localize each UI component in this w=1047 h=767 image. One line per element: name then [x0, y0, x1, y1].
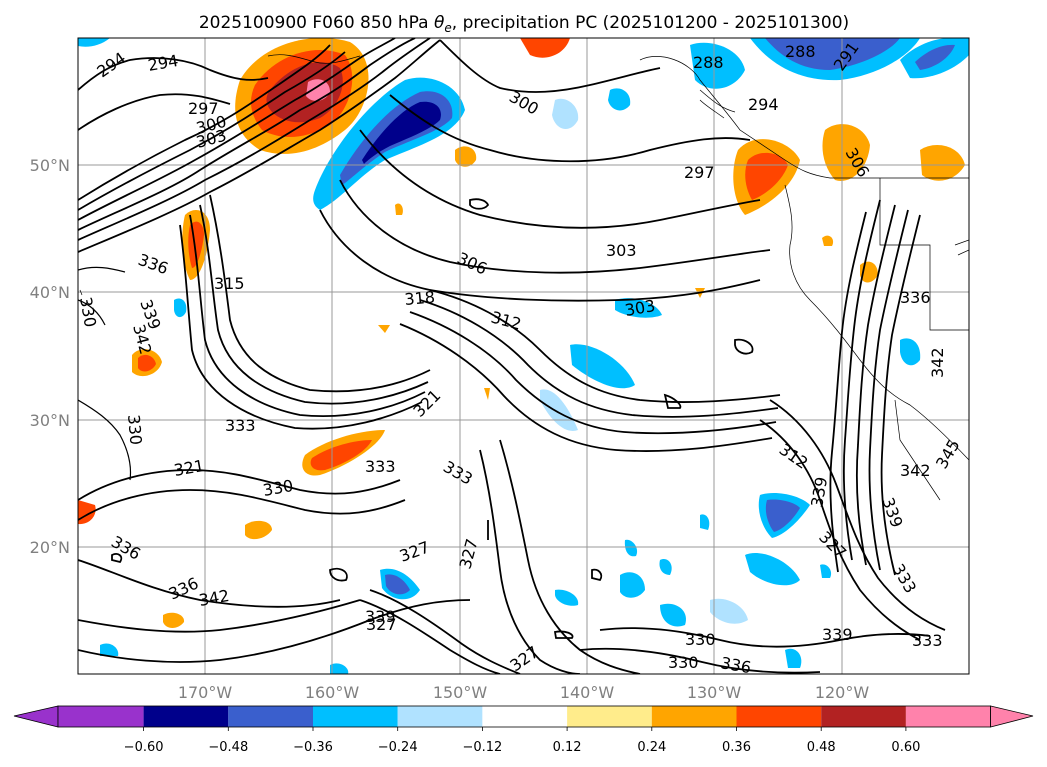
contour-label: 330 — [668, 653, 699, 672]
contour-label: 327 — [366, 615, 397, 634]
colorbar-segment — [143, 706, 229, 727]
contour-label: 288 — [785, 42, 816, 61]
lat-tick-label: 30°N — [30, 411, 70, 430]
colorbar: −0.60 −0.48 −0.36 −0.24 −0.12 0.12 0.24 … — [13, 705, 1034, 755]
contour-label: 333 — [225, 416, 256, 435]
map-panel: 294 294 297 300 303 300 288 288 291 294 … — [30, 37, 970, 702]
colorbar-tick-label: −0.48 — [208, 740, 248, 755]
lon-tick-labels: 170°W 160°W 150°W 140°W 130°W 120°W — [178, 683, 870, 702]
colorbar-segment — [905, 706, 991, 727]
contour-label: 333 — [365, 457, 396, 476]
lat-tick-labels: 50°N 40°N 30°N 20°N — [30, 156, 70, 557]
colorbar-tick-label: 0.24 — [637, 740, 666, 755]
lat-tick-label: 50°N — [30, 156, 70, 175]
colorbar-tick-label: 0.12 — [553, 740, 582, 755]
contour-label: 303 — [606, 241, 637, 260]
colorbar-segment — [397, 706, 483, 727]
colorbar-tick-label: −0.12 — [462, 740, 502, 755]
colorbar-extend-high — [990, 705, 1034, 728]
contour-label: 297 — [684, 163, 715, 182]
contour-label: 297 — [188, 99, 219, 118]
contour-label: 288 — [693, 53, 724, 72]
contour-label: 336 — [900, 288, 931, 307]
contour-label: 294 — [748, 95, 779, 114]
precip-negative-shading — [78, 38, 969, 674]
figure-title: 2025100900 F060 850 hPa θe, precipitatio… — [199, 13, 849, 35]
colorbar-segment — [821, 706, 906, 727]
colorbar-segment — [482, 706, 568, 727]
colorbar-ticks — [143, 727, 907, 731]
contour-label: 342 — [900, 461, 931, 480]
contour-label: 330 — [685, 630, 716, 649]
lon-tick-label: 170°W — [178, 683, 233, 702]
lon-tick-label: 160°W — [305, 683, 360, 702]
colorbar-segment — [736, 706, 822, 727]
colorbar-tick-label: −0.60 — [124, 740, 164, 755]
lat-tick-label: 40°N — [30, 283, 70, 302]
colorbar-extend-low — [13, 705, 59, 728]
lat-tick-label: 20°N — [30, 538, 70, 557]
colorbar-tick-label: 0.36 — [722, 740, 751, 755]
colorbar-segment — [313, 706, 398, 727]
colorbar-tick-label: −0.24 — [378, 740, 418, 755]
colorbar-segment — [58, 706, 144, 727]
colorbar-segment — [228, 706, 313, 727]
contour-label: 339 — [365, 607, 396, 626]
lon-tick-label: 130°W — [687, 683, 742, 702]
contour-label: 330 — [124, 414, 146, 446]
contour-label: 342 — [928, 347, 947, 378]
colorbar-tick-label: −0.36 — [293, 740, 333, 755]
contour-label: 318 — [404, 287, 436, 309]
colorbar-segment — [567, 706, 652, 727]
contour-label: 333 — [912, 631, 943, 650]
theta-e-contours — [78, 38, 946, 674]
lon-tick-label: 120°W — [815, 683, 870, 702]
contour-label: 339 — [822, 625, 853, 644]
colorbar-segment — [651, 706, 737, 727]
colorbar-tick-label: 0.60 — [891, 740, 920, 755]
lon-tick-label: 140°W — [560, 683, 615, 702]
contour-label: 315 — [214, 274, 245, 293]
colorbar-tick-label: 0.48 — [807, 740, 836, 755]
lon-tick-label: 150°W — [433, 683, 488, 702]
